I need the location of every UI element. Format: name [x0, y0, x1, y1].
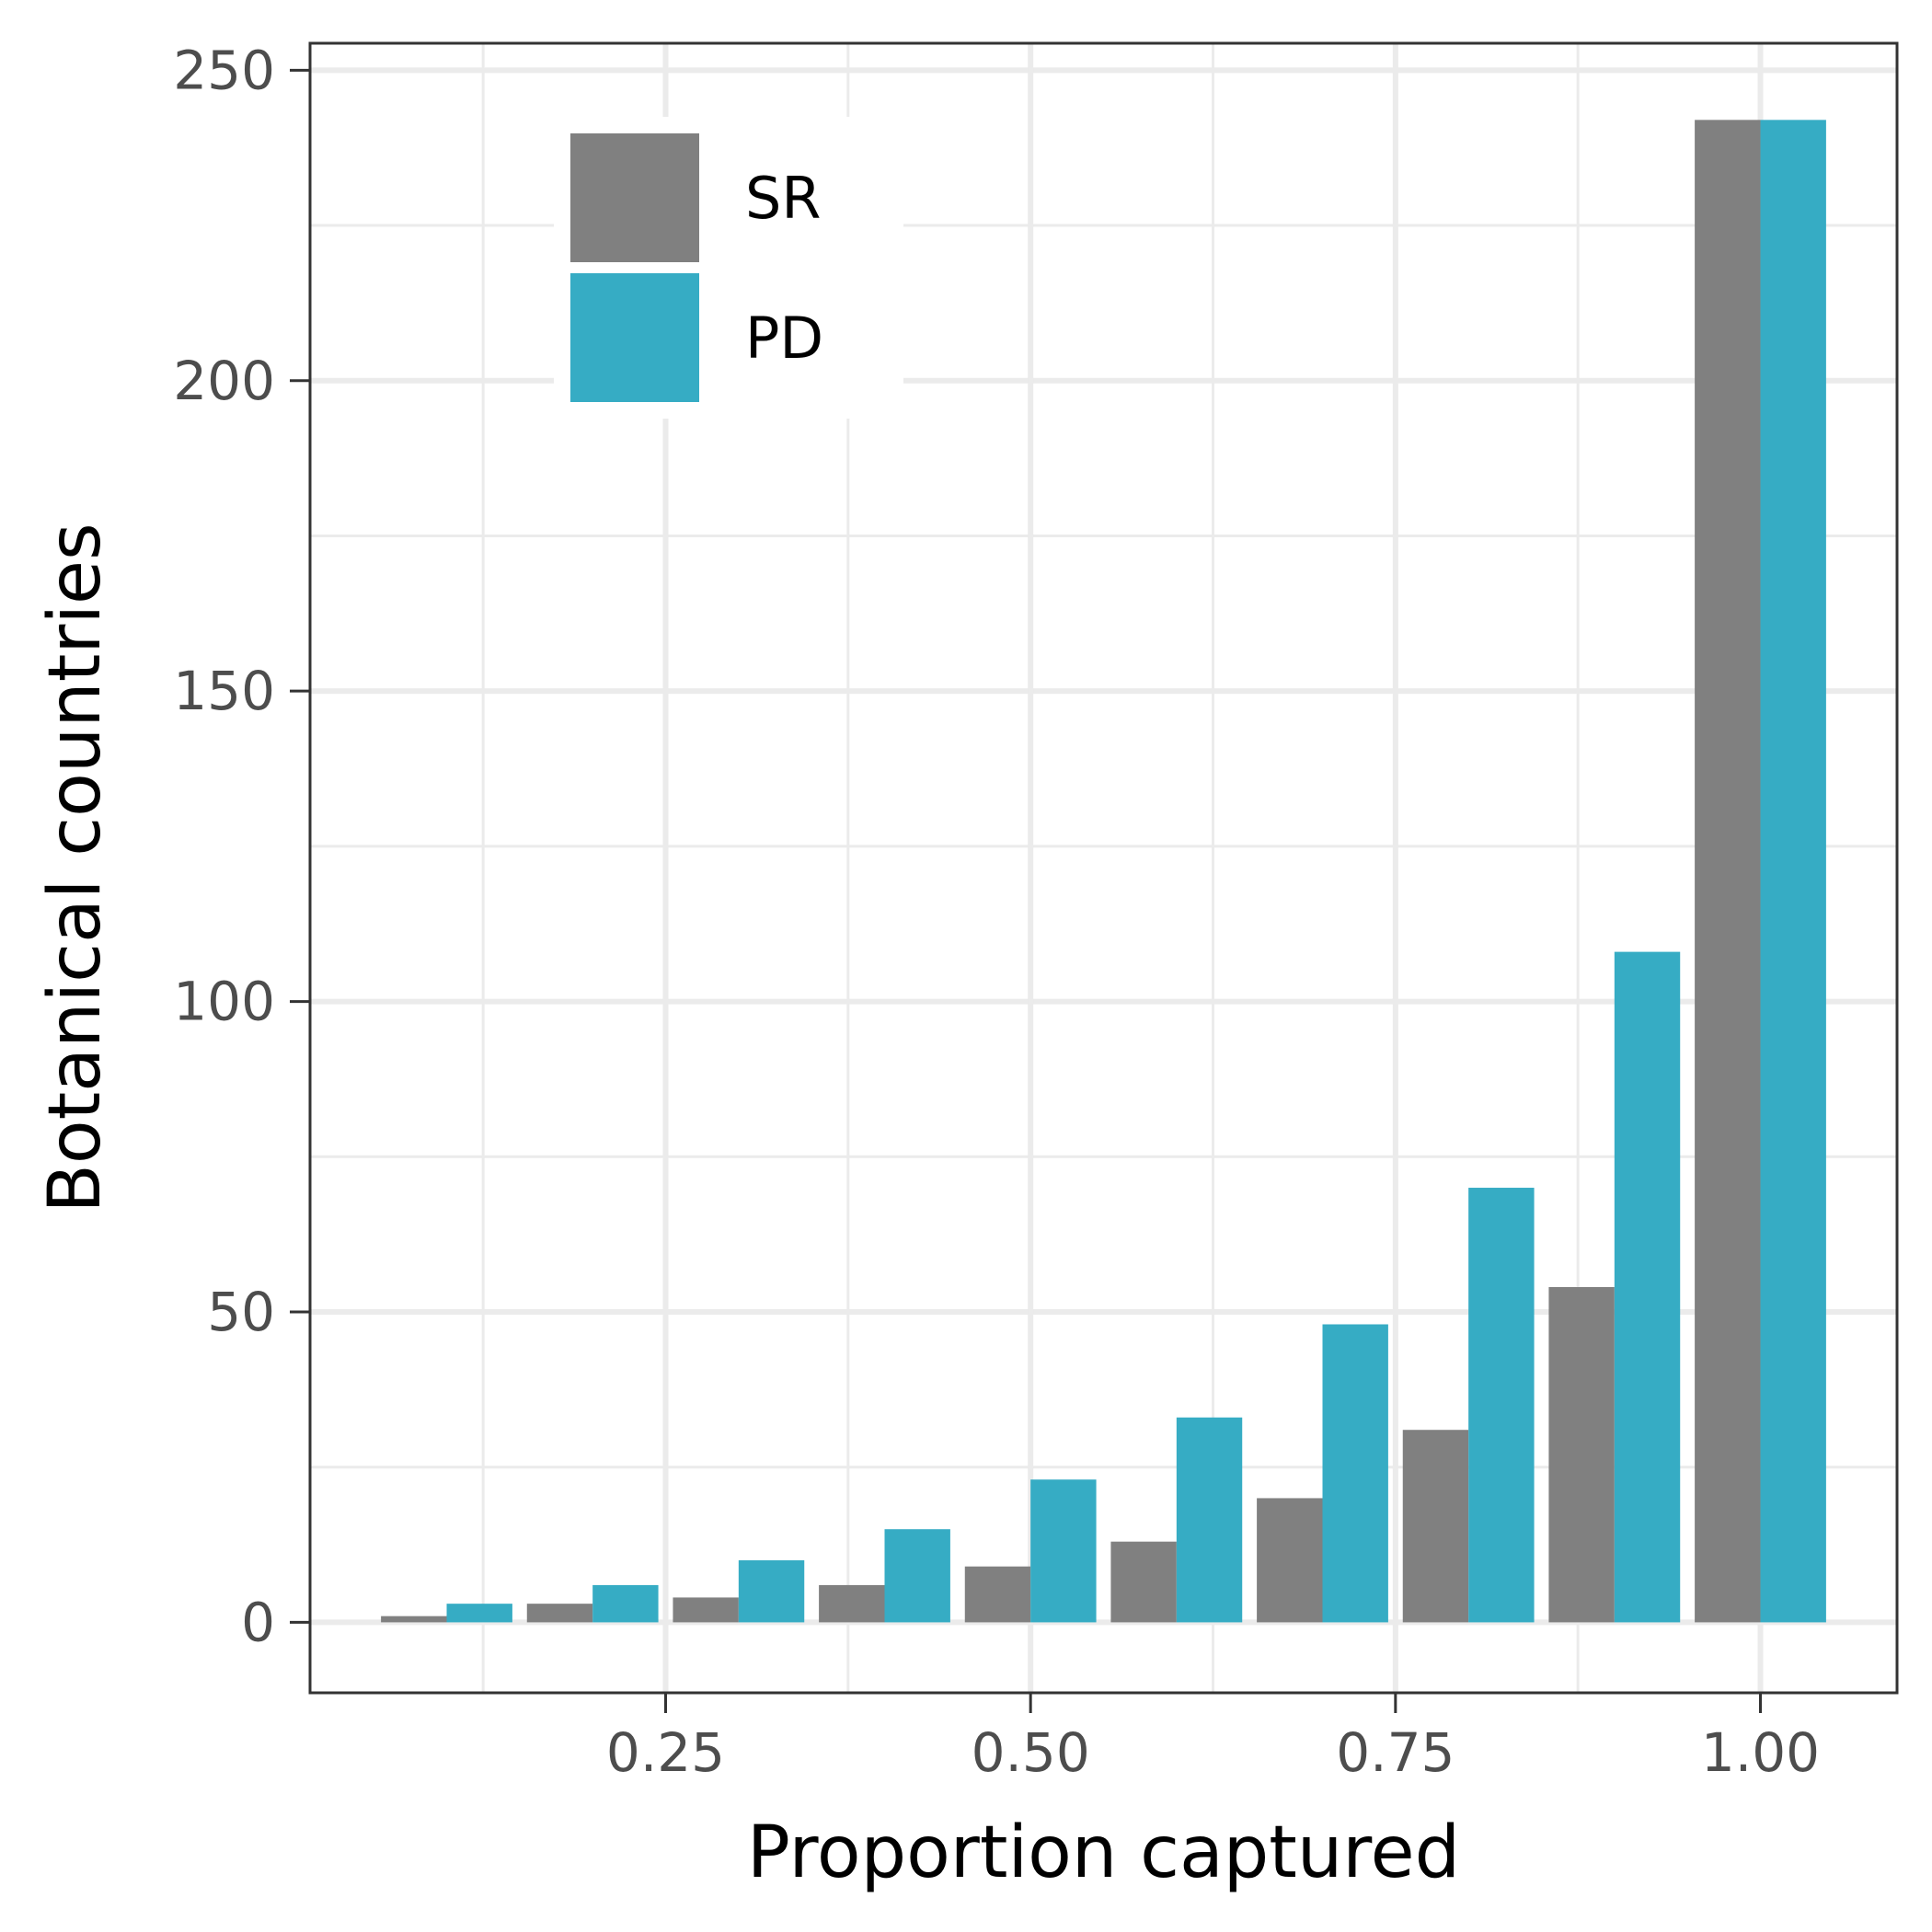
x-tick-label: 0.75 [1336, 1721, 1455, 1784]
bars [381, 120, 1826, 1623]
bar-pd [446, 1604, 512, 1623]
panel-border [308, 41, 1899, 1695]
y-tick-label: 200 [173, 350, 275, 412]
legend-label-pd: PD [745, 305, 823, 372]
legend-key-sr [570, 133, 699, 262]
bar-sr [381, 1616, 447, 1623]
y-tick-label: 0 [241, 1591, 275, 1653]
bar-pd [1614, 951, 1681, 1623]
legend-key-pd [570, 273, 699, 402]
y-axis-title: Botanical countries [34, 523, 117, 1213]
y-tick-label: 100 [173, 971, 275, 1033]
y-tick-label: 50 [207, 1281, 275, 1343]
bar-sr [1695, 120, 1761, 1623]
bar-pd [738, 1559, 805, 1623]
x-tick-label: 0.50 [972, 1721, 1090, 1784]
bar-pd [1468, 1188, 1535, 1623]
y-tick-label: 250 [173, 39, 275, 101]
x-axis-title: Proportion captured [747, 1811, 1460, 1894]
bar-pd [884, 1529, 950, 1623]
bar-sr [1110, 1541, 1177, 1623]
bar-sr [1402, 1430, 1469, 1623]
bar-pd [1030, 1479, 1097, 1623]
bar-pd [1322, 1324, 1388, 1623]
y-tick-label: 150 [173, 660, 275, 722]
bar-sr [1548, 1287, 1615, 1623]
bar-sr [526, 1604, 593, 1623]
axis-ticks: 0 50 100 150 200 250 0.25 0.50 0.75 1.00 [173, 39, 1820, 1784]
x-tick-label: 1.00 [1701, 1721, 1820, 1784]
bar-sr [673, 1597, 739, 1623]
bar-pd [1176, 1417, 1243, 1623]
bar-pd [592, 1584, 659, 1623]
bar-pd [1760, 120, 1826, 1623]
bar-sr [964, 1566, 1031, 1623]
bar-sr [1257, 1498, 1323, 1623]
legend-label-sr: SR [745, 165, 821, 232]
x-tick-label: 0.25 [606, 1721, 725, 1784]
legend: SR PD [554, 117, 903, 419]
bar-sr [819, 1584, 885, 1623]
